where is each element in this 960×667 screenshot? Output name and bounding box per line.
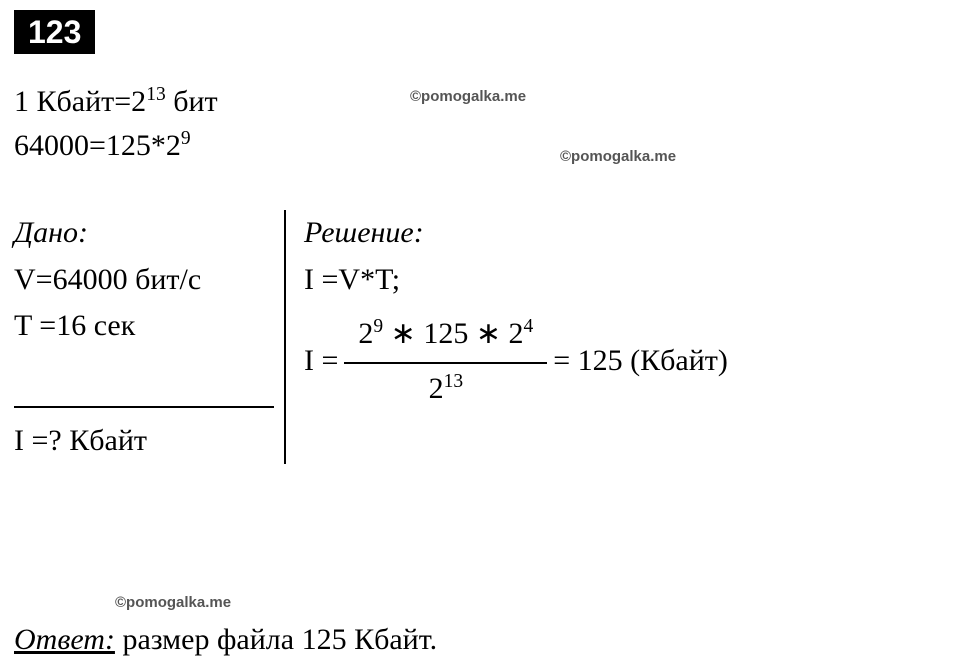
given-column: Дано: V=64000 бит/с T =16 сек I =? Кбайт — [14, 210, 284, 464]
answer-line: Ответ: размер файла 125 Кбайт. — [14, 623, 437, 657]
problem-number-badge: 123 — [14, 10, 95, 54]
num-a: 2 — [358, 317, 373, 350]
intro-line2-exp: 9 — [181, 128, 191, 149]
num-star2: ∗ — [468, 317, 508, 350]
eq-result: = 125 (Кбайт) — [553, 338, 728, 385]
given-t: T =16 сек — [14, 303, 274, 350]
watermark: ©pomogalka.me — [115, 594, 231, 611]
fraction-numerator: 29 ∗ 125 ∗ 24 — [344, 311, 547, 364]
solution-equation: I = 29 ∗ 125 ∗ 24 213 = 125 (Кбайт) — [304, 311, 944, 412]
given-divider — [14, 406, 274, 408]
num-a-exp: 9 — [373, 316, 383, 337]
den-exp: 13 — [444, 371, 464, 392]
solution-title: Решение: — [304, 210, 944, 257]
solution-formula: I =V*T; — [304, 257, 944, 304]
num-c: 2 — [508, 317, 523, 350]
den-a: 2 — [429, 372, 444, 405]
fraction-denominator: 213 — [415, 364, 478, 413]
watermark: ©pomogalka.me — [560, 148, 676, 165]
main-block: Дано: V=64000 бит/с T =16 сек I =? Кбайт… — [14, 210, 944, 464]
given-title: Дано: — [14, 210, 274, 257]
intro-line-2: 64000=125*29 — [14, 124, 218, 168]
given-v: V=64000 бит/с — [14, 257, 274, 304]
intro-line1-pre: 1 Кбайт=2 — [14, 85, 146, 118]
num-b: 125 — [423, 317, 468, 350]
columns: Дано: V=64000 бит/с T =16 сек I =? Кбайт… — [14, 210, 944, 464]
fraction: 29 ∗ 125 ∗ 24 213 — [338, 311, 553, 412]
num-star1: ∗ — [383, 317, 423, 350]
num-c-exp: 4 — [523, 316, 533, 337]
watermark: ©pomogalka.me — [410, 88, 526, 105]
intro-line2-pre: 64000=125*2 — [14, 129, 181, 162]
vertical-divider — [284, 210, 286, 464]
given-find: I =? Кбайт — [14, 418, 274, 465]
eq-lhs: I = — [304, 338, 338, 385]
intro-line1-exp: 13 — [146, 84, 166, 105]
solution-column: Решение: I =V*T; I = 29 ∗ 125 ∗ 24 213 =… — [304, 210, 944, 464]
intro-line1-post: бит — [166, 85, 218, 118]
intro-block: 1 Кбайт=213 бит 64000=125*29 — [14, 80, 218, 167]
answer-text: размер файла 125 Кбайт. — [115, 623, 437, 656]
intro-line-1: 1 Кбайт=213 бит — [14, 80, 218, 124]
answer-label: Ответ: — [14, 623, 115, 656]
